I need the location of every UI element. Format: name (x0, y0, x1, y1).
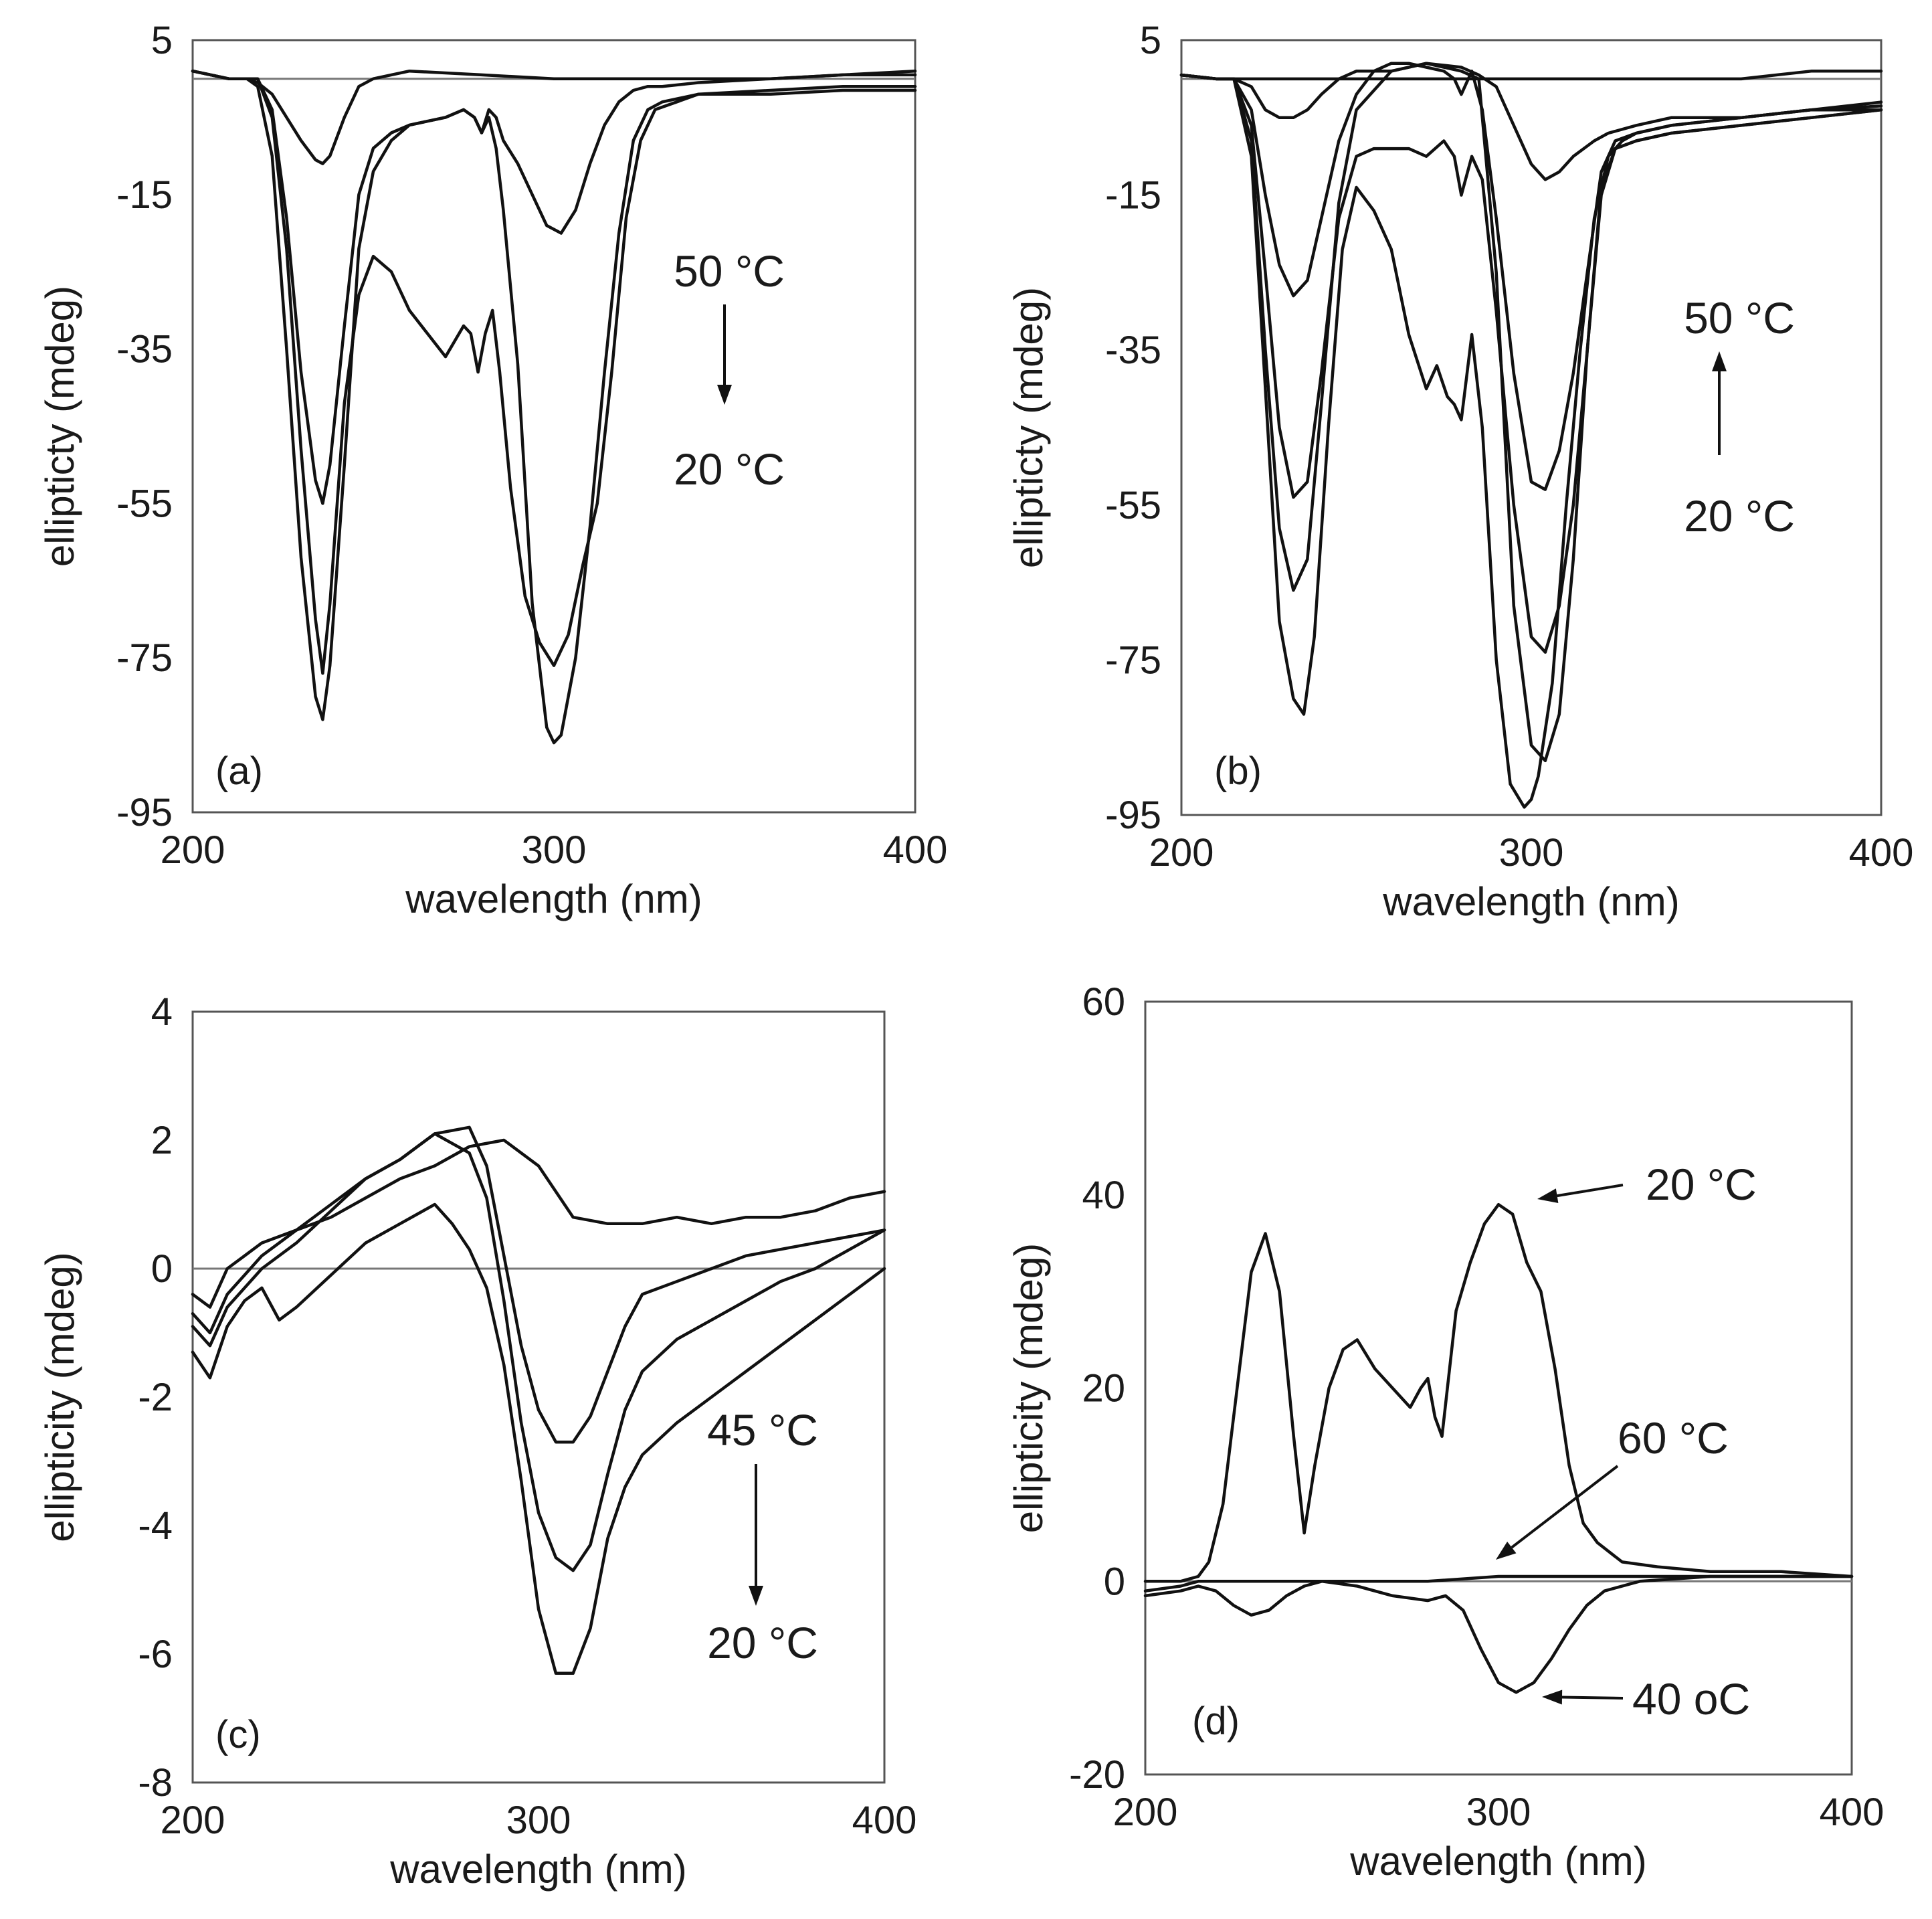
panel-a-ytick: -15 (116, 173, 173, 217)
panel-c-ytick: -6 (138, 1633, 173, 1676)
panel-b-annotation: 50 °C (1684, 293, 1795, 343)
panel-b-ytick: -75 (1105, 638, 1161, 682)
panel-c-annotation: 45 °C (707, 1405, 818, 1455)
panel-c-xtick: 400 (852, 1799, 917, 1842)
panel-c-frame (191, 1010, 886, 1784)
panel-d-arrow (1542, 1689, 1624, 1705)
panel-b-ytick: -35 (1105, 329, 1161, 372)
panel-b-ytick: -95 (1105, 794, 1161, 837)
panel-d-series-1 (1143, 1574, 1854, 1694)
panel-d-annotation: 40 oC (1632, 1674, 1750, 1724)
panel-c-ytick: 2 (151, 1119, 173, 1162)
panel-a-arrow (717, 304, 732, 405)
panel-d-ytick: 60 (1082, 980, 1125, 1024)
panel-a-series-0 (191, 69, 917, 165)
panel-c-xtick: 200 (161, 1799, 225, 1842)
panel-a-y-axis-title: ellipticty (mdeg) (37, 286, 82, 567)
panel-a-ytick: 5 (151, 19, 173, 62)
panel-c-series-2 (191, 1132, 886, 1572)
panel-b-series-2 (1179, 62, 1883, 491)
panel-b-ytick: -15 (1105, 174, 1161, 217)
panel-c-arrow (749, 1464, 763, 1606)
panel-c-ytick: -2 (138, 1376, 173, 1419)
panel-b-xtick: 400 (1849, 831, 1914, 875)
panel-a-ytick: -35 (116, 328, 173, 371)
panel-b-y-axis-title: ellipticty (mdeg) (1006, 287, 1051, 568)
panel-d-series-0 (1143, 1574, 1854, 1592)
panel-c-ytick: 0 (151, 1247, 173, 1291)
panel-d-x-axis-title: wavelength (nm) (1349, 1839, 1647, 1884)
panel-c-series-0 (191, 1138, 886, 1309)
panel-d-annotation: 60 °C (1618, 1413, 1729, 1463)
panel-a-series-2 (191, 69, 917, 675)
panel-b-label: (b) (1214, 749, 1262, 793)
panel-c-annotation: 20 °C (707, 1618, 818, 1667)
panel-a-annotation: 50 °C (674, 246, 785, 296)
panel-d-ytick: -20 (1069, 1753, 1125, 1797)
panel-d-ytick: 40 (1082, 1174, 1125, 1217)
panel-a-xtick: 300 (522, 828, 587, 872)
panel-a-label: (a) (215, 749, 263, 793)
panel-b-ytick: -55 (1105, 484, 1161, 527)
panel-b-annotation: 20 °C (1684, 491, 1795, 541)
panel-b-arrow (1712, 351, 1727, 455)
panel-d-arrow (1537, 1184, 1624, 1203)
panel-d-ytick: 20 (1082, 1367, 1125, 1410)
panel-c-label: (c) (215, 1713, 261, 1756)
panel-d-xtick: 400 (1820, 1791, 1885, 1834)
panel-b-xtick: 300 (1499, 831, 1564, 875)
panel-c-ytick: -4 (138, 1504, 173, 1548)
panel-b-series-4 (1179, 62, 1883, 763)
panel-d-xtick: 200 (1113, 1791, 1178, 1834)
panel-d-frame (1144, 1000, 1853, 1776)
panel-d-y-axis-title: ellipticity (mdeg) (1006, 1243, 1051, 1533)
panel-b-series-5 (1179, 73, 1883, 809)
panel-c-series-1 (191, 1125, 886, 1444)
panel-a-ytick: -95 (116, 791, 173, 834)
panel-b-frame (1180, 39, 1882, 816)
panel-c-y-axis-title: ellipticity (mdeg) (37, 1252, 82, 1542)
panel-c-ytick: 4 (151, 990, 173, 1034)
panel-a-ytick: -75 (116, 636, 173, 680)
panel-c-ytick: -8 (138, 1761, 173, 1805)
panel-d-ytick: 0 (1104, 1560, 1125, 1603)
panel-d-xtick: 300 (1466, 1791, 1531, 1834)
panel-a-xtick: 200 (161, 828, 225, 872)
panel-b-series-1 (1179, 62, 1883, 181)
panel-a-annotation: 20 °C (674, 444, 785, 494)
panel-c-series-3 (191, 1202, 886, 1675)
panel-a-series-3 (191, 69, 917, 745)
panel-d-arrow (1496, 1465, 1619, 1560)
panel-c-x-axis-title: wavelength (nm) (389, 1847, 687, 1892)
panel-b-x-axis-title: wavelength (nm) (1382, 879, 1680, 924)
panel-a-frame (191, 39, 916, 814)
panel-a-ytick: -55 (116, 482, 173, 525)
panel-b-ytick: 5 (1140, 19, 1161, 62)
panel-b-xtick: 200 (1149, 831, 1214, 875)
panel-a-xtick: 400 (883, 828, 948, 872)
panel-b-series-0 (1179, 70, 1883, 81)
panel-a-x-axis-title: wavelength (nm) (405, 877, 702, 921)
panel-c-xtick: 300 (506, 1799, 571, 1842)
panel-d-series-2 (1143, 1202, 1854, 1583)
panel-d-annotation: 20 °C (1646, 1160, 1757, 1209)
panel-d-label: (d) (1192, 1700, 1240, 1743)
